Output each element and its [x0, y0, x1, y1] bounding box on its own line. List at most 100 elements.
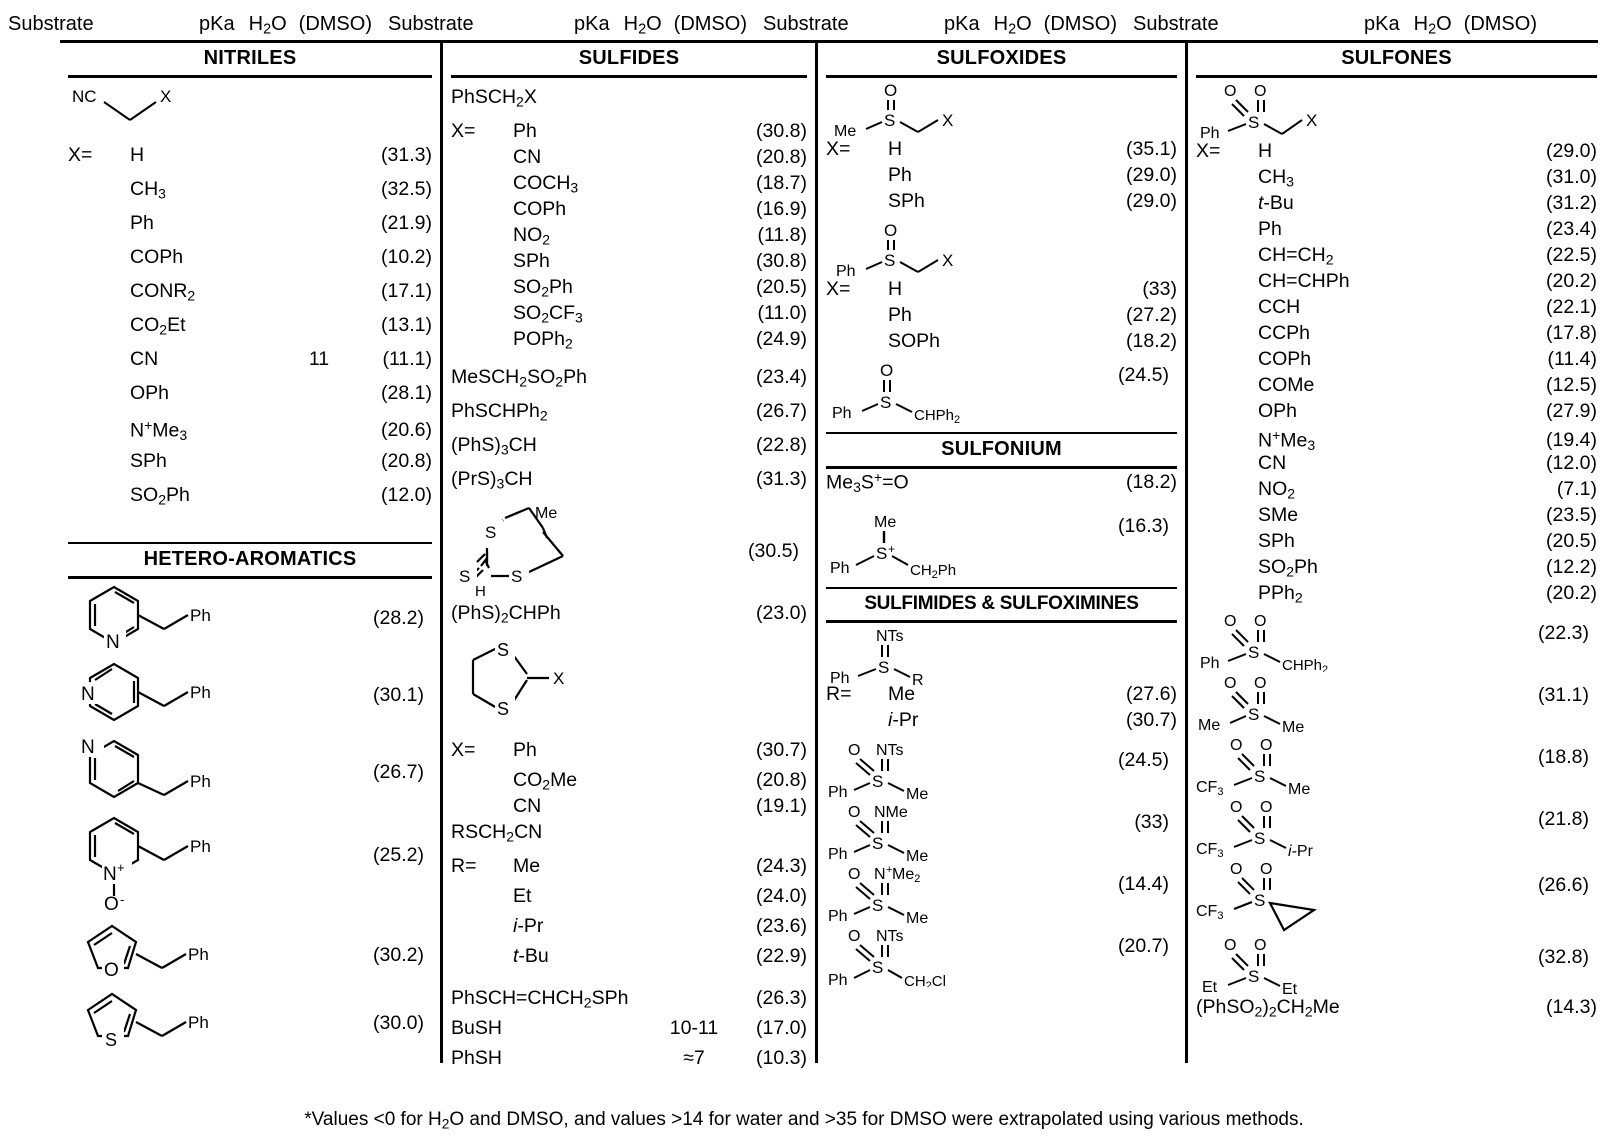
section-heading-sulfoxides: SULFOXIDES	[936, 47, 1067, 69]
header-pka-col1: pKa	[199, 13, 235, 36]
svg-text:S: S	[1248, 113, 1259, 132]
structure-ph-sulfoxide-chph2: O S Ph CHPh2 (24.5)	[826, 358, 1177, 428]
label-phso2-2-ch2me: (PhSO2)2CH2Me	[1196, 996, 1340, 1020]
value-dmso: (12.2)	[1546, 556, 1597, 578]
svg-text:NTs: NTs	[876, 742, 904, 759]
svg-text:S: S	[497, 699, 509, 719]
substrate-label: SMe	[1258, 504, 1299, 526]
substrate-label: Et	[513, 885, 532, 907]
structure-sulfonium-ylide: Me S + Ph CH2Ph (16.3)	[826, 507, 1177, 585]
substrate-label: Ph	[888, 304, 912, 326]
row-phs2chph: (PhS)2CHPh (23.0)	[451, 602, 807, 636]
svg-text:O: O	[1254, 675, 1266, 692]
table-row: SO2CF3 (11.0)	[451, 303, 807, 330]
header-h2o-col1: H2O	[248, 13, 287, 38]
table-row: t-Bu (31.2)	[1196, 193, 1597, 220]
column-sulfoxides: SULFOXIDES O S Me X	[815, 43, 1185, 1063]
value-dmso: (20.2)	[1546, 270, 1597, 292]
svg-text:O: O	[884, 221, 897, 240]
value-dmso: (13.1)	[381, 314, 432, 336]
section-heading-sulfonium: SULFONIUM	[941, 438, 1062, 460]
substrate-label: t-Bu	[513, 945, 549, 967]
structure-cf3so2ipr: O O S CF3 i-Pr (21.8)	[1196, 796, 1597, 858]
divider	[68, 75, 432, 78]
structure-sulfoximine-nts-ch2cl: O NTs S Ph CH2Cl (20.	[826, 923, 1177, 987]
rsch2cn-rows: R= Me (24.3) Et (24.0) i-Pr (23.6) t-Bu (22.9)	[451, 856, 807, 977]
table-row: COPh (16.9)	[451, 199, 807, 226]
table-row: X= H (31.3)	[68, 144, 432, 180]
substrate-label: SO2Ph	[1258, 556, 1318, 580]
table-row: CH3 (32.5)	[68, 179, 432, 214]
substrate-label: CCPh	[1258, 322, 1311, 344]
substrate-label: H	[888, 138, 903, 160]
svg-text:O: O	[1260, 799, 1272, 816]
structure-ph-sulfoxide: O S Ph X	[826, 218, 1177, 280]
divider	[826, 466, 1177, 469]
value-dmso: (26.7)	[373, 761, 424, 783]
svg-text:S: S	[485, 523, 496, 542]
svg-text:H: H	[475, 583, 486, 600]
svg-text:O: O	[880, 361, 893, 380]
value-dmso: (18.8)	[1538, 746, 1589, 768]
svg-text:S: S	[1248, 643, 1259, 662]
value-dmso: (18.2)	[1126, 471, 1177, 494]
svg-text:S: S	[105, 1030, 117, 1050]
substrate-label: CN	[513, 795, 542, 817]
svg-text:O: O	[884, 81, 897, 100]
table-row: PPh2 (20.2)	[1196, 583, 1597, 610]
table-row: COPh (10.2)	[68, 247, 432, 282]
substrate-label: CN	[130, 348, 159, 370]
substrate-label: SO2Ph	[130, 484, 190, 508]
svg-text:S: S	[1254, 891, 1265, 910]
structure-sulfoximine-nme-me: O NMe S Ph Me (33)	[826, 799, 1177, 861]
value-dmso: (31.3)	[381, 144, 432, 166]
svg-text:O: O	[1224, 83, 1236, 100]
svg-text:CHPh2: CHPh2	[1282, 657, 1328, 672]
table-row: OPh (28.1)	[68, 383, 432, 418]
svg-text:CH2Cl: CH2Cl	[904, 973, 946, 987]
table-header-row: Substrate pKa H2O (DMSO) Substrate pKa H…	[0, 0, 1608, 40]
svg-text:Me2: Me2	[892, 866, 920, 885]
substrate-label: Ph	[513, 739, 537, 761]
svg-text:NTs: NTs	[876, 928, 904, 945]
nitrile-rows: X= H (31.3) CH3 (32.5) Ph (21.9) COPh (10.2) CONR…	[68, 144, 432, 520]
svg-text:Et: Et	[1202, 979, 1218, 996]
value-dmso: (30.0)	[373, 1012, 424, 1034]
substrate-label: CO2Me	[513, 769, 578, 793]
value-dmso: (29.0)	[1126, 164, 1177, 186]
value-dmso: (23.0)	[756, 602, 807, 624]
svg-text:Me: Me	[535, 505, 557, 522]
table-row: SPh (29.0)	[826, 191, 1177, 218]
structure-trithio-bicyclic: S S S H Me (30.5)	[451, 502, 807, 602]
value-dmso: (28.2)	[373, 607, 424, 629]
dithiane-rows: X= Ph (30.7) CO2Me (20.8) CN (19.1)	[451, 739, 807, 823]
header-substrate-col2: Substrate	[388, 13, 474, 36]
svg-text:+: +	[888, 542, 895, 556]
table-row: PhSCH=CHCH2SPh (26.3)	[451, 987, 807, 1017]
value-dmso: (16.3)	[1118, 515, 1169, 537]
table-row: COMe (12.5)	[1196, 375, 1597, 402]
formula-rsch2cn: RSCH2CN	[451, 821, 543, 845]
value-dmso: (20.8)	[381, 450, 432, 472]
substrate-label: H	[1258, 140, 1273, 162]
structure-etso2et: O O S Et Et (32.8)	[1196, 934, 1597, 996]
structure-3-benzylpyridine: N Ph (30.1)	[68, 656, 432, 733]
substrate-label: PhSCH=CHCH2SPh	[451, 987, 629, 1011]
substrate-label: SPh	[513, 250, 550, 272]
structure-phso2chph2: O O S Ph CHPh2 (22.3)	[1196, 610, 1597, 672]
value-dmso: (31.0)	[1546, 166, 1597, 188]
header-substrate-col3: Substrate	[763, 13, 849, 36]
table-row: SPh (20.8)	[68, 450, 432, 486]
table-row: SPh (20.5)	[1196, 531, 1597, 558]
svg-text:Ph: Ph	[1200, 655, 1220, 672]
svg-text:Me: Me	[1282, 719, 1304, 734]
table-row: SO2Ph (20.5)	[451, 277, 807, 304]
substrate-label: CCH	[1258, 296, 1301, 318]
table-row: CCPh (17.8)	[1196, 322, 1597, 350]
svg-text:S: S	[872, 834, 883, 853]
svg-text:X: X	[160, 87, 171, 106]
svg-text:O: O	[848, 928, 860, 945]
substrate-label: OPh	[1258, 400, 1298, 422]
structure-cf3so2me: O O S CF3 Me (18.8)	[1196, 734, 1597, 796]
sulfone-rows: X= H (29.0) CH3 (31.0) t-Bu (31.2) Ph (23.4) CH=C…	[1196, 140, 1597, 610]
